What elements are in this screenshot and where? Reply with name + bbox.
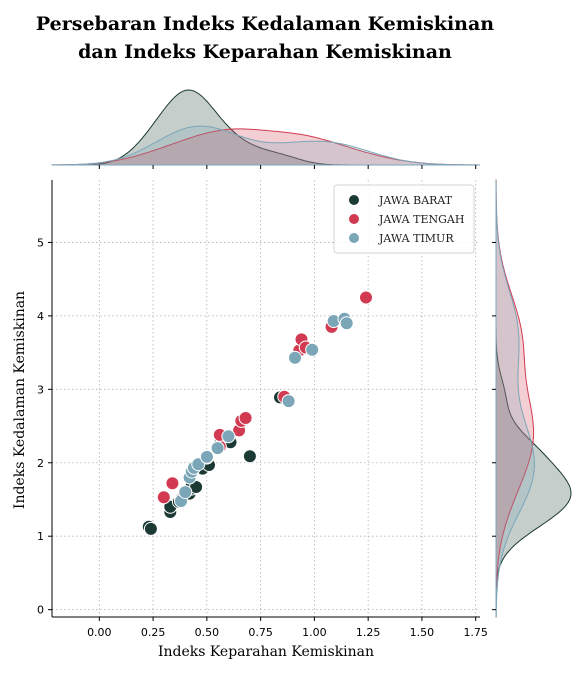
x-tick-label: 0.25	[141, 626, 166, 639]
top-marginal-kde	[51, 89, 481, 166]
x-tick-label: 1.50	[410, 626, 435, 639]
y-tick-label: 3	[37, 383, 44, 396]
right-marginal-kde	[495, 179, 572, 618]
x-tick-label: 0.00	[87, 626, 112, 639]
y-tick-label: 4	[37, 310, 44, 323]
legend-label: JAWA TIMUR	[378, 232, 454, 245]
point-jawa-timur	[210, 441, 225, 456]
legend: JAWA BARAT JAWA TENGAH JAWA TIMUR	[333, 184, 475, 254]
tick-labels: 0.00 0.25 0.50 0.75 1.00 1.25 1.50 1.75 0 1 2 3 4 5	[37, 165, 496, 639]
point-jawa-timur	[288, 350, 302, 365]
legend-marker	[348, 194, 360, 206]
point-jawa-barat	[242, 449, 257, 464]
point-jawa-timur	[199, 449, 214, 464]
y-tick-label: 2	[37, 457, 44, 470]
point-jawa-timur	[281, 394, 296, 409]
legend-box	[333, 184, 475, 254]
scatter-points	[141, 290, 373, 536]
point-jawa-timur	[178, 485, 193, 500]
point-jawa-timur	[221, 429, 236, 444]
x-axis-label: Indeks Keparahan Kemiskinan	[158, 644, 374, 660]
point-jawa-tengah	[156, 490, 171, 505]
y-tick-label: 5	[37, 236, 44, 249]
legend-marker	[348, 232, 360, 244]
point-jawa-tengah	[238, 411, 253, 425]
y-axis-label: Indeks Kedalaman Kemiskinan	[12, 291, 28, 509]
kde-right-jawa-timur	[495, 179, 536, 618]
point-jawa-tengah	[359, 290, 373, 305]
x-tick-label: 1.25	[356, 626, 381, 639]
point-jawa-tengah	[165, 476, 180, 491]
x-tick-label: 1.00	[302, 626, 327, 639]
chart-title-line-1: Persebaran Indeks Kedalaman Kemiskinan	[36, 13, 494, 35]
chart-title-line-2: dan Indeks Keparahan Kemiskinan	[78, 41, 452, 63]
y-tick-label: 1	[37, 530, 44, 543]
legend-marker	[348, 213, 360, 225]
x-tick-label: 0.50	[195, 626, 220, 639]
legend-label: JAWA TENGAH	[378, 213, 464, 226]
x-tick-label: 0.75	[248, 626, 273, 639]
point-jawa-timur	[305, 342, 320, 357]
point-jawa-timur	[339, 316, 354, 331]
kde-top-jawa-timur	[51, 125, 480, 166]
x-tick-label: 1.75	[463, 626, 488, 639]
legend-label: JAWA BARAT	[378, 194, 453, 207]
y-tick-label: 0	[37, 604, 44, 617]
point-jawa-barat	[143, 521, 158, 536]
